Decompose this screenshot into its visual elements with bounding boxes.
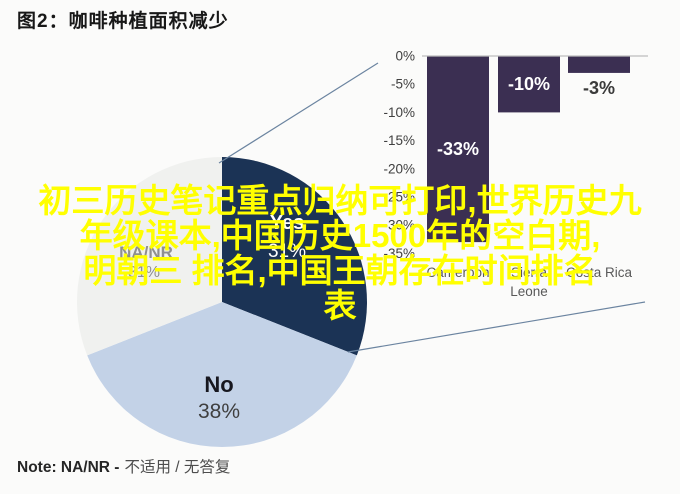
connector-line xyxy=(218,62,379,164)
bar-value-label: -33% xyxy=(437,139,479,159)
x-axis-category-label: Leone xyxy=(510,284,548,299)
pie-label-percent: 38% xyxy=(198,400,240,423)
pie-slice-nanr xyxy=(77,157,223,356)
y-axis-tick-label: -10% xyxy=(383,105,415,120)
pie-label-percent: 31% xyxy=(128,264,160,281)
bar-value-label: -3% xyxy=(583,78,615,98)
connector-line xyxy=(347,301,646,353)
note-desc: 不适用 / 无答复 xyxy=(124,459,231,476)
y-axis-tick-label: -30% xyxy=(383,218,415,233)
pie-slice-no xyxy=(87,302,357,447)
x-axis-category-label: Sierra xyxy=(511,265,548,280)
x-axis-category-label: Costa Rica xyxy=(566,265,633,280)
figure-note: Note: NA/NR - 不适用 / 无答复 xyxy=(17,455,230,477)
pie-label-name: Yes xyxy=(270,212,304,234)
y-axis-tick-label: -15% xyxy=(383,133,415,148)
pie-label-name: NA/NR xyxy=(119,243,173,262)
bar-sierra-leone xyxy=(498,56,560,113)
pie-label-name: No xyxy=(204,372,233,397)
bar-costa-rica xyxy=(568,56,630,73)
pie-label-percent: 31% xyxy=(268,241,306,262)
bar-value-label: -10% xyxy=(508,74,550,94)
y-axis-tick-label: -35% xyxy=(383,246,415,261)
y-axis-tick-label: -5% xyxy=(391,77,415,92)
y-axis-tick-label: -25% xyxy=(383,190,415,205)
x-axis-category-label: Cameroon xyxy=(426,265,489,280)
note-label: Note: NA/NR - xyxy=(17,459,120,476)
pie-slice-yes xyxy=(222,157,367,356)
bar-cameroon xyxy=(427,56,489,243)
y-axis-tick-label: -20% xyxy=(383,161,415,176)
figure-title: 图2：咖啡种植面积减少 xyxy=(17,11,229,32)
y-axis-tick-label: 0% xyxy=(395,49,415,64)
